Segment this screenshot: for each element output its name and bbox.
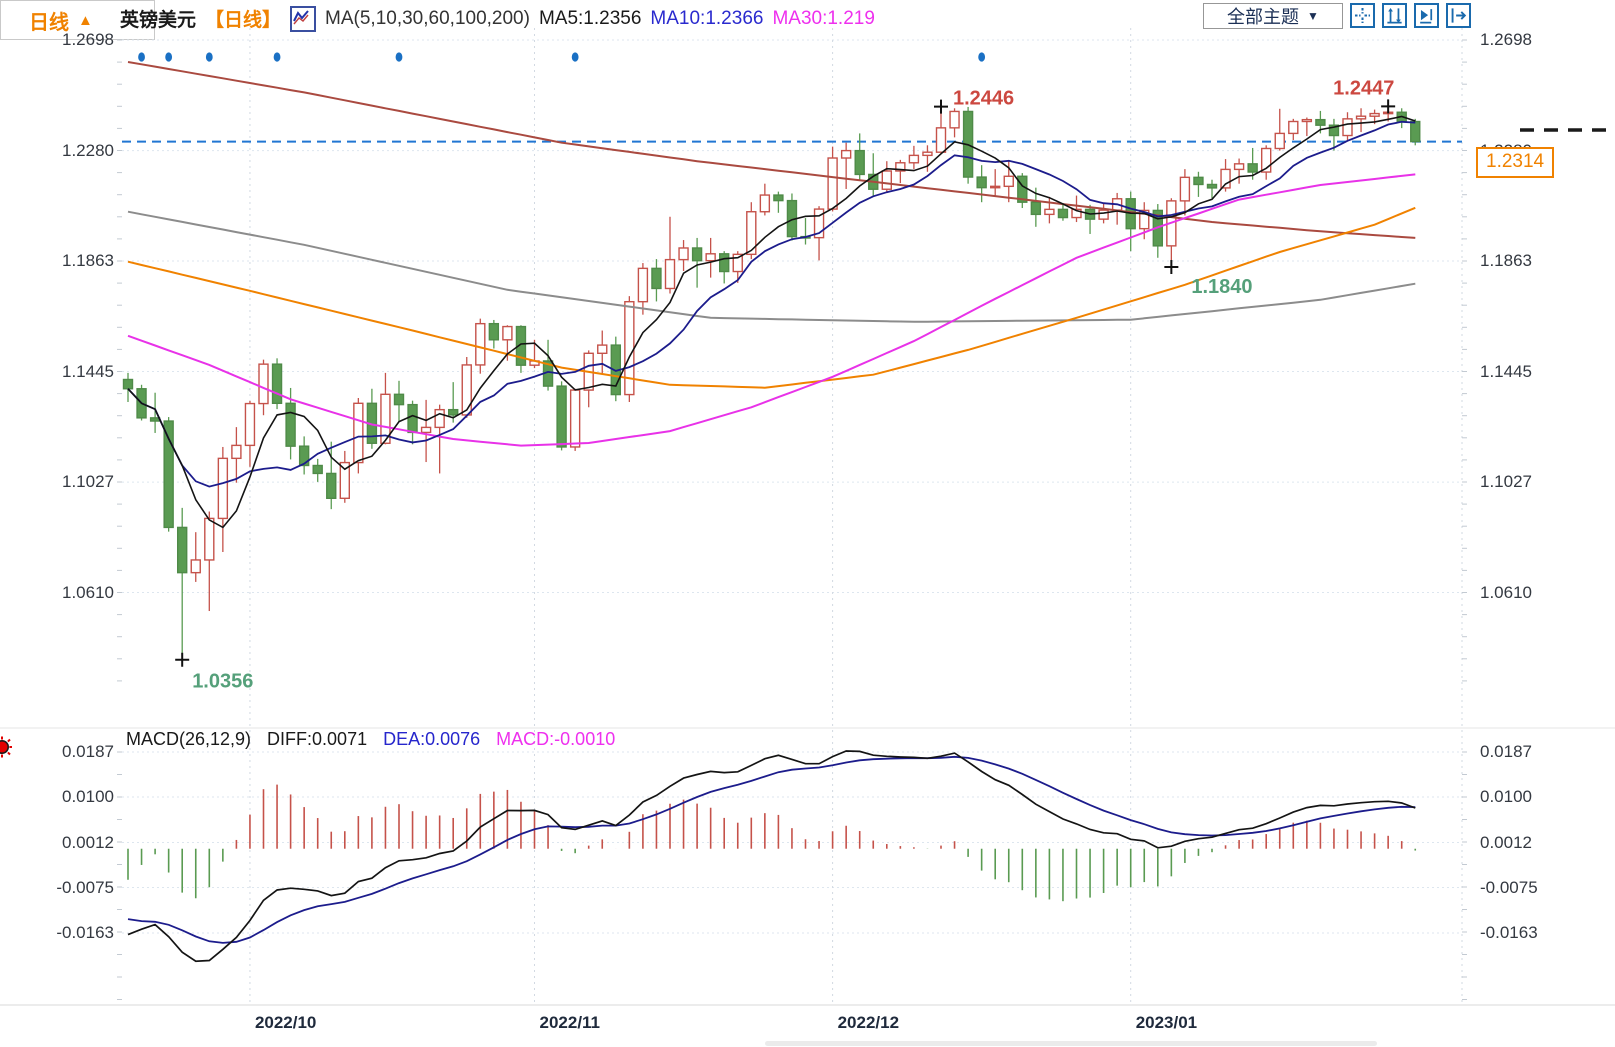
horizontal-scrollbar[interactable]	[765, 1041, 1377, 1046]
macd-header-row: MACD(26,12,9) DIFF:0.0071 DEA:0.0076 MAC…	[126, 729, 615, 750]
high-price-annotation: 1.2446	[953, 88, 1014, 110]
ma30-value-label: MA30:1.219	[772, 7, 875, 29]
period-selector-label: 日线	[29, 11, 69, 34]
series-legend-icon[interactable]	[290, 5, 317, 32]
low-price-annotation: 1.0356	[192, 671, 253, 693]
period-selector[interactable]: 日线 ▲	[0, 0, 155, 40]
low-price-annotation: 1.1840	[1191, 276, 1252, 298]
extreme-cross-marker	[934, 99, 948, 114]
macd-layer	[127, 750, 1417, 963]
event-dots-layer	[138, 52, 986, 62]
ma5-value-label: MA5:1.2356	[538, 7, 642, 29]
extreme-cross-marker	[1381, 99, 1396, 114]
chart-title-row: 英镑美元 【日线】 MA(5,10,30,60,100,200) MA5:1.2…	[120, 5, 875, 32]
period-tag: 【日线】	[205, 10, 282, 31]
chart-toolbar: 全部主题 ▼	[1203, 3, 1471, 29]
indicator-sun-icon[interactable]	[0, 734, 16, 760]
event-dot[interactable]	[395, 52, 403, 62]
theme-dropdown-button[interactable]: 全部主题 ▼	[1203, 3, 1343, 29]
macd-diff-label: DIFF:0.0071	[267, 729, 368, 749]
dropdown-arrow-icon: ▼	[1307, 9, 1319, 23]
event-dot[interactable]	[978, 52, 986, 62]
event-dot[interactable]	[571, 52, 579, 62]
event-dot[interactable]	[165, 52, 173, 62]
macd-hist-label: MACD:-0.0010	[496, 729, 616, 749]
theme-dropdown-label: 全部主题	[1227, 7, 1300, 27]
annotations-layer: 1.2446 1.2447 1.1840 1.0356	[175, 77, 1396, 693]
macd-params-label: MACD(26,12,9)	[126, 729, 252, 749]
event-dot[interactable]	[273, 52, 281, 62]
ma10-value-label: MA10:1.2366	[650, 7, 764, 29]
play-to-line-icon[interactable]	[1414, 3, 1439, 28]
last-price-tag: 1.2314	[1476, 146, 1555, 178]
event-dot[interactable]	[138, 52, 145, 62]
period-up-arrow-icon: ▲	[78, 11, 93, 29]
extreme-cross-marker	[175, 652, 190, 667]
event-dot[interactable]	[205, 52, 213, 62]
crosshair-move-icon[interactable]	[1350, 3, 1375, 28]
axis-scale-icon[interactable]	[1382, 3, 1407, 28]
high-price-annotation: 1.2447	[1333, 77, 1394, 99]
macd-dea-label: DEA:0.0076	[383, 729, 481, 749]
extreme-cross-marker	[1164, 260, 1179, 275]
candles-layer	[122, 106, 1421, 660]
pan-right-icon[interactable]	[1446, 3, 1471, 28]
ma-lines-layer	[127, 61, 1416, 529]
symbol-name: 英镑美元	[120, 10, 197, 31]
ma-group-label: MA(5,10,30,60,100,200)	[325, 7, 530, 29]
